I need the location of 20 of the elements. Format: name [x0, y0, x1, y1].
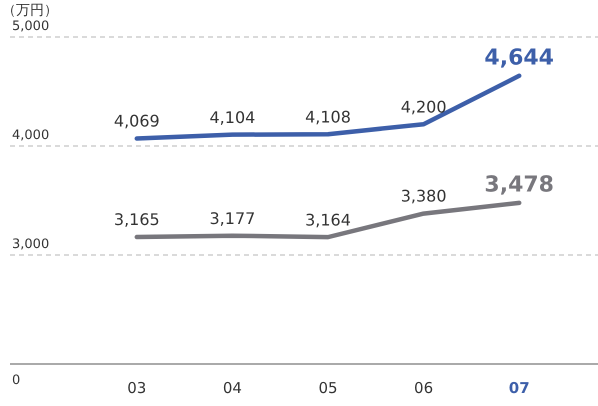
data-label: 3,380 — [400, 186, 447, 206]
x-tick-label: 03 — [127, 378, 146, 397]
y-tick-label: 3,000 — [12, 236, 50, 252]
data-label: 4,200 — [400, 97, 447, 116]
x-tick-label: 05 — [318, 378, 338, 397]
text: 0 — [12, 372, 20, 388]
y-tick-label: 4,000 — [12, 128, 50, 143]
data-label: 4,104 — [209, 108, 256, 127]
x-tick-label: 07 — [508, 378, 530, 397]
y-axis-title: （万円） — [2, 2, 58, 19]
data-label: 3,177 — [209, 208, 256, 228]
x-tick-label: 04 — [222, 378, 242, 397]
x-tick-label: 06 — [414, 378, 434, 397]
data-label: 3,164 — [305, 210, 351, 230]
data-label: 3,165 — [114, 210, 160, 230]
data-label: 3,478 — [484, 172, 554, 198]
y-tick-label: 5,000 — [12, 18, 50, 34]
data-label: 4,069 — [114, 112, 160, 131]
data-label: 4,108 — [305, 107, 351, 126]
data-label: 4,644 — [484, 46, 554, 71]
